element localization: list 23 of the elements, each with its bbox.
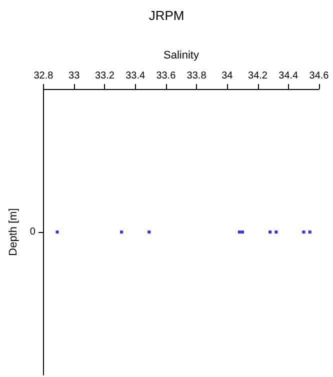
x-tick-label: 33.2: [94, 70, 115, 82]
x-tick-label: 34.6: [309, 70, 330, 82]
x-tick-label: 33.6: [156, 70, 176, 82]
point: [268, 230, 272, 234]
point: [308, 230, 312, 234]
y-tick-label: 0: [30, 226, 36, 238]
x-tick-label: 34.2: [248, 70, 268, 82]
x-tick-label: 34.4: [278, 70, 299, 82]
x-tick-label: 34: [222, 70, 234, 82]
x-tick-label: 33: [68, 70, 80, 82]
point: [120, 230, 124, 234]
point: [148, 230, 151, 234]
point: [302, 230, 306, 234]
y-axis-title: Depth [m]: [8, 208, 20, 256]
x-tick-label: 32.8: [34, 70, 54, 82]
x-axis-title: Salinity: [163, 50, 200, 62]
chart-title: JRPM: [148, 8, 184, 23]
x-tick-label: 33.8: [186, 70, 207, 82]
x-tick-label: 33.4: [126, 70, 146, 82]
point: [238, 230, 241, 234]
point: [274, 230, 278, 234]
point: [56, 230, 59, 234]
point: [240, 230, 244, 234]
